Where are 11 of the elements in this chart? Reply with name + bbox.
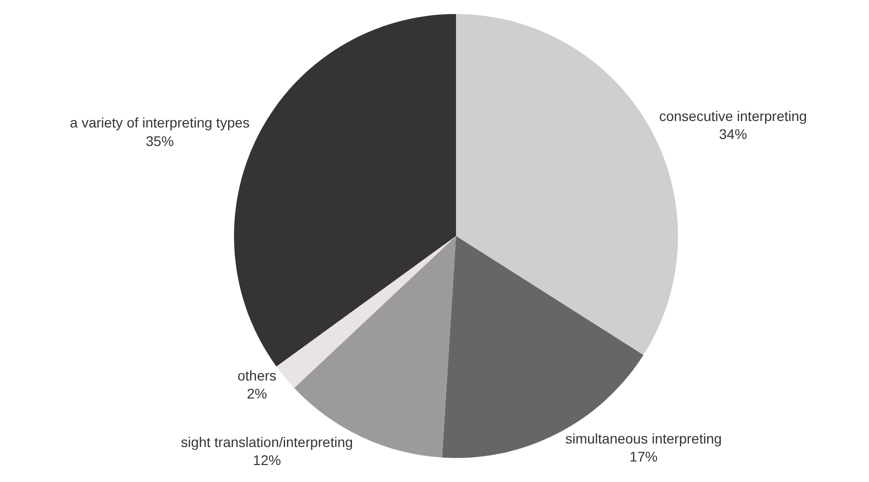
data-label: 12% <box>252 452 281 468</box>
data-label: 34% <box>719 126 748 142</box>
data-label: 17% <box>630 448 658 464</box>
slice-label: a variety of interpreting types <box>70 114 250 131</box>
slice-label: simultaneous interpreting <box>565 430 722 446</box>
data-label: 35% <box>146 132 174 149</box>
slice-label: consecutive interpreting <box>659 108 807 124</box>
slice-label: others <box>237 367 276 384</box>
slice-label: sight translation/interpreting <box>180 434 353 450</box>
data-label: 2% <box>246 386 268 402</box>
pie-slice <box>276 236 456 388</box>
